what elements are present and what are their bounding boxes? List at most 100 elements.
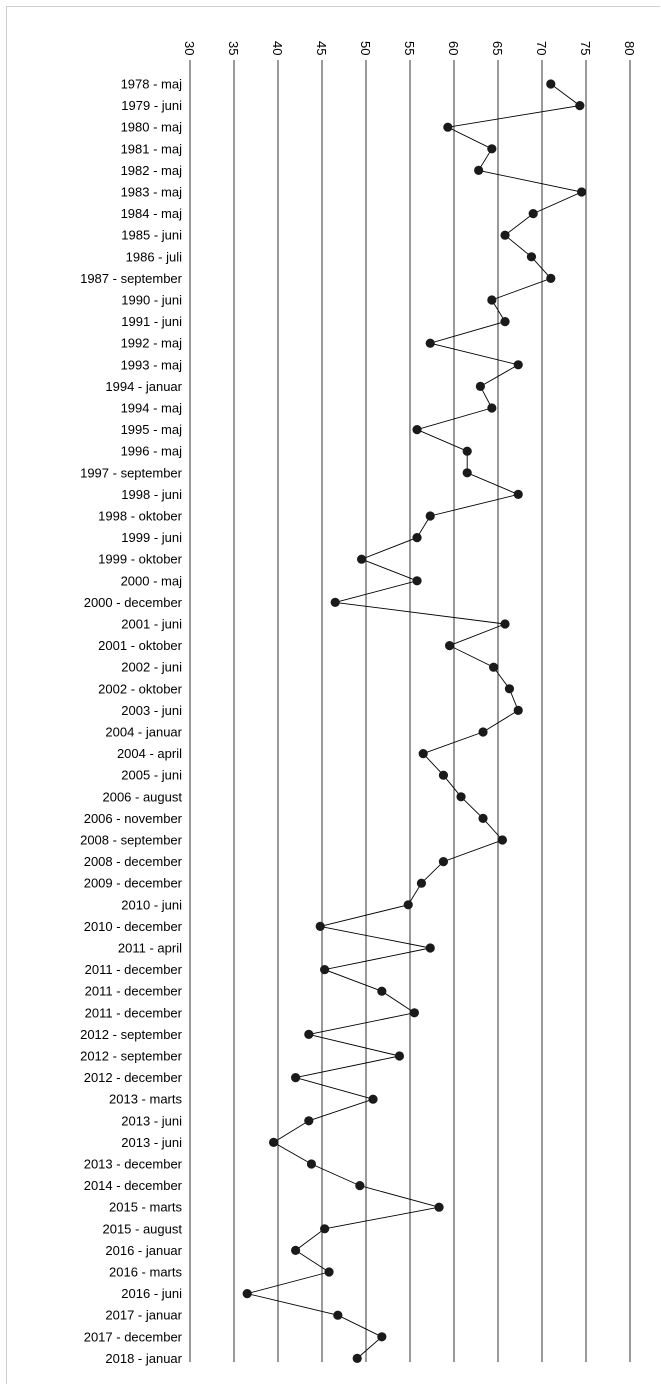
data-point xyxy=(333,1310,343,1320)
data-point xyxy=(434,1202,444,1212)
category-label: 2004 - april xyxy=(117,746,182,761)
data-point xyxy=(425,943,435,953)
category-label: 2013 - juni xyxy=(121,1135,182,1150)
category-label: 1984 - maj xyxy=(121,206,183,221)
category-label: 1991 - juni xyxy=(121,314,182,329)
x-tick-label: 55 xyxy=(402,41,417,55)
x-tick-label: 60 xyxy=(446,41,461,55)
category-label: 2004 - januar xyxy=(105,725,182,740)
data-point xyxy=(500,619,510,629)
data-point xyxy=(291,1073,301,1083)
category-label: 1995 - maj xyxy=(121,422,183,437)
data-point xyxy=(445,641,455,651)
data-point xyxy=(443,122,453,132)
category-label: 1994 - maj xyxy=(121,401,183,416)
category-label: 2002 - juni xyxy=(121,660,182,675)
category-label: 1987 - september xyxy=(80,271,183,286)
x-tick-label: 80 xyxy=(622,41,637,55)
data-point xyxy=(425,511,435,521)
category-label: 2013 - december xyxy=(84,1157,183,1172)
x-tick-label: 70 xyxy=(534,41,549,55)
data-point xyxy=(487,403,497,413)
data-point xyxy=(546,273,556,283)
data-point xyxy=(513,489,523,499)
data-point xyxy=(403,900,413,910)
category-label: 1983 - maj xyxy=(121,185,183,200)
x-tick-label: 75 xyxy=(578,41,593,55)
category-label: 2008 - september xyxy=(80,833,183,848)
series-line xyxy=(247,83,584,1359)
data-point xyxy=(412,533,422,543)
category-label: 1999 - oktober xyxy=(98,552,183,567)
category-label: 2015 - august xyxy=(102,1221,182,1236)
data-point xyxy=(425,338,435,348)
data-point xyxy=(355,1181,365,1191)
data-point xyxy=(462,468,472,478)
category-label: 1998 - juni xyxy=(121,487,182,502)
data-point xyxy=(394,1051,405,1061)
data-point xyxy=(409,1008,419,1018)
category-label: 1980 - maj xyxy=(121,120,183,135)
data-point xyxy=(487,295,497,305)
data-point xyxy=(577,187,587,197)
data-point xyxy=(242,1289,252,1299)
category-label: 2002 - oktober xyxy=(98,681,183,696)
category-label: 2012 - december xyxy=(84,1070,183,1085)
category-label: 2011 - december xyxy=(85,1005,183,1020)
x-tick-label: 50 xyxy=(358,41,373,55)
category-label: 1996 - maj xyxy=(121,444,183,459)
category-label: 1978 - maj xyxy=(121,77,183,92)
data-point xyxy=(500,317,510,327)
category-label: 1990 - juni xyxy=(121,293,182,308)
category-label: 2006 - august xyxy=(102,789,182,804)
category-label: 1993 - maj xyxy=(121,357,183,372)
category-label: 2006 - november xyxy=(84,811,183,826)
category-label: 2017 - januar xyxy=(105,1308,182,1323)
data-point xyxy=(526,252,537,262)
data-point xyxy=(269,1137,279,1147)
data-point xyxy=(418,749,428,759)
category-label: 1979 - juni xyxy=(121,98,182,113)
category-label: 2014 - december xyxy=(84,1178,183,1193)
data-point xyxy=(304,1116,314,1126)
data-point xyxy=(368,1094,378,1104)
category-label: 2001 - oktober xyxy=(98,638,183,653)
x-tick-label: 45 xyxy=(314,41,329,55)
data-point xyxy=(352,1353,362,1363)
category-label: 1992 - maj xyxy=(121,336,183,351)
data-point xyxy=(304,1029,314,1039)
data-point xyxy=(412,576,422,586)
category-label: 1981 - maj xyxy=(121,141,183,156)
data-point xyxy=(291,1245,301,1255)
x-tick-label: 30 xyxy=(182,41,197,55)
category-label: 1994 - januar xyxy=(105,379,182,394)
category-label: 2010 - juni xyxy=(121,897,182,912)
category-label: 2011 - april xyxy=(118,941,182,956)
x-tick-label: 40 xyxy=(270,41,285,55)
category-label: 2015 - marts xyxy=(109,1200,182,1215)
category-label: 2011 - december xyxy=(85,984,183,999)
category-label: 2016 - januar xyxy=(105,1243,182,1258)
data-point xyxy=(324,1267,334,1277)
data-point xyxy=(500,230,510,240)
data-point xyxy=(489,662,499,672)
category-label: 2000 - maj xyxy=(121,573,183,588)
x-tick-label: 35 xyxy=(226,41,241,55)
category-label: 1999 - juni xyxy=(121,530,182,545)
category-label: 2012 - september xyxy=(80,1027,183,1042)
category-label: 2017 - december xyxy=(84,1329,183,1344)
data-point xyxy=(475,381,485,391)
data-point xyxy=(478,727,488,737)
category-label: 2010 - december xyxy=(84,919,183,934)
category-label: 2011 - december xyxy=(85,962,183,977)
data-point xyxy=(497,835,507,845)
data-point xyxy=(438,857,449,867)
category-label: 2000 - december xyxy=(84,595,183,610)
data-point xyxy=(478,813,488,824)
data-point xyxy=(513,360,523,370)
data-point xyxy=(306,1159,317,1169)
data-point xyxy=(315,921,325,932)
data-points xyxy=(242,79,587,1363)
category-label: 2003 - juni xyxy=(121,703,182,718)
data-point xyxy=(320,1224,330,1234)
